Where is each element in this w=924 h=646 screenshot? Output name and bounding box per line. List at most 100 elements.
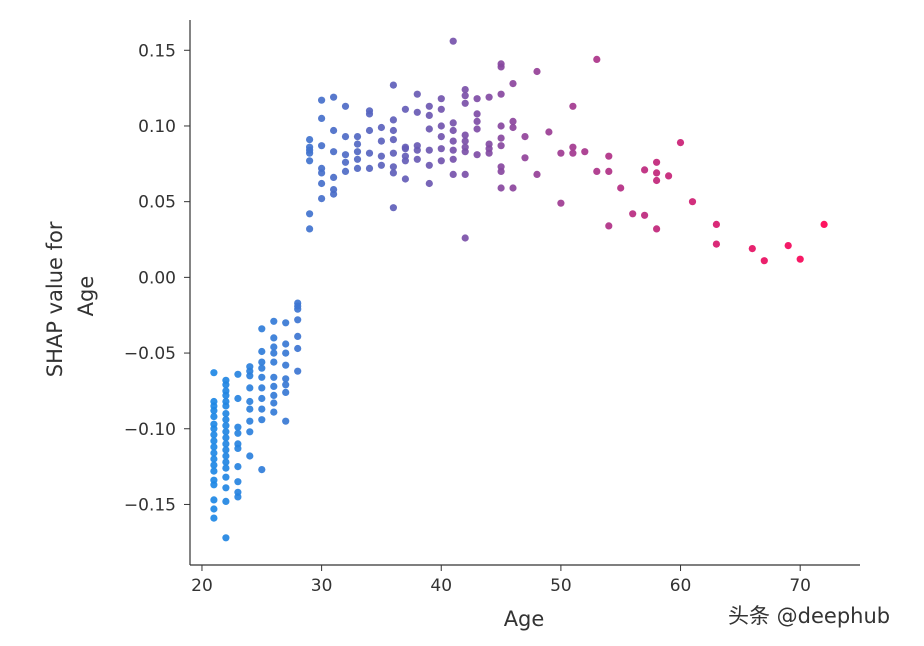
scatter-point <box>330 186 338 194</box>
scatter-point <box>509 123 517 132</box>
scatter-point <box>569 149 577 157</box>
scatter-point <box>413 108 421 116</box>
scatter-point <box>341 151 350 159</box>
scatter-point <box>282 361 290 369</box>
scatter-point <box>509 184 517 192</box>
scatter-point <box>653 225 661 233</box>
scatter-point <box>449 126 457 135</box>
scatter-point <box>497 163 505 171</box>
scatter-point <box>306 210 314 218</box>
scatter-point <box>210 425 218 433</box>
scatter-point <box>234 463 242 471</box>
y-tick-label: −0.05 <box>124 344 176 364</box>
scatter-point <box>246 384 254 392</box>
scatter-point <box>377 161 385 169</box>
scatter-point <box>760 257 768 265</box>
y-tick-label: −0.15 <box>124 495 176 515</box>
scatter-point <box>389 116 397 124</box>
scatter-point <box>425 102 433 110</box>
y-tick-label: 0.05 <box>138 193 176 213</box>
scatter-point <box>353 164 362 172</box>
scatter-point <box>222 422 230 430</box>
scatter-point <box>413 155 421 163</box>
scatter-point <box>222 484 230 492</box>
scatter-point <box>234 444 242 452</box>
scatter-point <box>270 349 278 357</box>
scatter-point <box>210 369 218 377</box>
scatter-point <box>437 122 445 130</box>
scatter-point <box>341 158 350 166</box>
scatter-point <box>449 137 457 145</box>
scatter-point <box>330 148 338 156</box>
scatter-point <box>258 394 266 403</box>
scatter-point <box>473 151 481 159</box>
scatter-point <box>569 143 577 151</box>
points-layer <box>210 37 828 542</box>
scatter-point <box>222 452 230 460</box>
scatter-point <box>246 372 254 380</box>
scatter-point <box>341 167 350 175</box>
scatter-point <box>353 133 362 141</box>
scatter-point <box>641 166 649 174</box>
scatter-point <box>473 125 481 133</box>
scatter-point <box>210 413 218 421</box>
scatter-point <box>234 478 242 486</box>
scatter-point <box>665 172 673 180</box>
scatter-point <box>210 496 218 504</box>
scatter-point <box>294 305 302 313</box>
x-axis-label: Age <box>504 607 545 631</box>
scatter-point <box>282 340 290 348</box>
x-tick-label: 70 <box>789 576 811 596</box>
scatter-point <box>318 195 326 203</box>
scatter-point <box>258 405 266 413</box>
scatter-point <box>653 176 661 185</box>
scatter-point <box>258 347 266 356</box>
scatter-point <box>497 60 505 68</box>
scatter-point <box>210 514 218 522</box>
scatter-point <box>473 95 481 103</box>
scatter-point <box>365 164 374 172</box>
x-ticks: 20 30 40 50 60 70 <box>191 565 811 596</box>
scatter-point <box>341 133 350 141</box>
scatter-point <box>461 143 469 151</box>
scatter-point <box>820 220 828 228</box>
scatter-point <box>377 152 385 160</box>
scatter-point <box>306 225 314 233</box>
scatter-point <box>712 240 721 248</box>
y-tick-label: 0.10 <box>138 117 176 137</box>
scatter-point <box>593 55 601 64</box>
scatter-point <box>497 122 505 130</box>
scatter-point <box>617 184 625 192</box>
scatter-point <box>234 429 242 437</box>
scatter-point <box>246 417 254 425</box>
scatter-point <box>629 210 637 218</box>
scatter-point <box>210 461 218 469</box>
scatter-point <box>521 154 529 162</box>
scatter-point <box>425 161 433 169</box>
y-axis-label-line-2: Age <box>74 276 98 317</box>
scatter-point <box>234 493 242 501</box>
scatter-point <box>234 394 242 403</box>
scatter-point <box>557 199 565 207</box>
scatter-point <box>222 410 230 418</box>
scatter-point <box>270 334 278 342</box>
scatter-point <box>449 119 457 127</box>
scatter-point <box>318 96 326 104</box>
scatter-point <box>449 37 457 45</box>
scatter-point <box>258 373 266 381</box>
scatter-point <box>485 140 493 148</box>
scatter-point <box>222 416 230 424</box>
scatter-point <box>389 81 397 89</box>
scatter-point <box>401 105 409 113</box>
x-tick-label: 30 <box>311 576 333 596</box>
scatter-point <box>282 319 290 327</box>
scatter-point <box>449 146 457 154</box>
y-tick-label: −0.10 <box>124 420 176 440</box>
y-tick-label: 0.00 <box>138 268 176 288</box>
scatter-point <box>461 137 469 145</box>
scatter-point <box>222 497 230 505</box>
scatter-point <box>365 107 374 115</box>
y-axis-label: SHAP value for Age <box>43 215 98 377</box>
scatter-point <box>270 317 278 325</box>
scatter-point <box>258 416 266 424</box>
